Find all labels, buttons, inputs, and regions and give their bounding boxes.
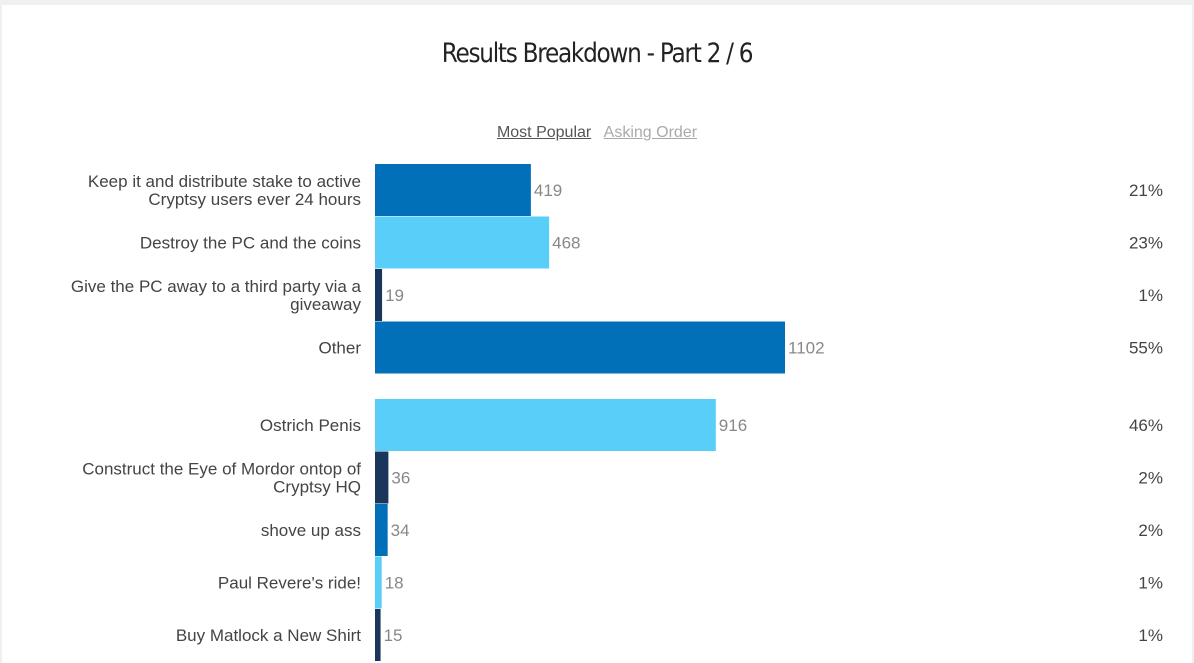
bar-label: Paul Revere's ride! bbox=[218, 574, 361, 593]
bar-percent-label: 55% bbox=[1129, 339, 1163, 358]
bar[interactable] bbox=[375, 321, 785, 374]
bar[interactable] bbox=[375, 556, 382, 609]
sort-links: Most Popular Asking Order bbox=[0, 124, 1194, 142]
bar-label: Buy Matlock a New Shirt bbox=[176, 626, 361, 645]
bar[interactable] bbox=[375, 451, 389, 504]
bar-label: Cryptsy users ever 24 hours bbox=[148, 190, 361, 209]
bar-value-label: 34 bbox=[391, 521, 410, 540]
bar-value-label: 468 bbox=[552, 234, 580, 253]
bar-label: Give the PC away to a third party via a bbox=[71, 277, 362, 296]
bar-label: Construct the Eye of Mordor ontop of bbox=[82, 460, 361, 479]
bar-value-label: 1102 bbox=[788, 339, 825, 358]
bar-percent-label: 1% bbox=[1138, 286, 1163, 305]
bar-percent-label: 1% bbox=[1138, 626, 1163, 645]
bar-value-label: 15 bbox=[384, 626, 403, 645]
bar-value-label: 19 bbox=[385, 286, 404, 305]
bar-label: Destroy the PC and the coins bbox=[140, 234, 361, 253]
bar-value-label: 18 bbox=[385, 574, 404, 593]
bar-percent-label: 21% bbox=[1129, 181, 1163, 200]
bar[interactable] bbox=[375, 399, 716, 451]
bar-label: Cryptsy HQ bbox=[273, 478, 361, 497]
bar[interactable] bbox=[375, 504, 388, 556]
bar-percent-label: 23% bbox=[1129, 234, 1163, 253]
bar-label: Ostrich Penis bbox=[260, 416, 361, 435]
bar-percent-label: 46% bbox=[1129, 416, 1163, 435]
bar-label: shove up ass bbox=[261, 521, 361, 540]
bar-percent-label: 2% bbox=[1138, 521, 1163, 540]
bar[interactable] bbox=[375, 216, 550, 269]
bar[interactable] bbox=[375, 269, 383, 321]
sort-most-popular-link[interactable]: Most Popular bbox=[496, 124, 592, 141]
bar-value-label: 916 bbox=[719, 416, 747, 435]
bar-value-label: 36 bbox=[391, 469, 410, 488]
bar-percent-label: 2% bbox=[1138, 469, 1163, 488]
bar[interactable] bbox=[375, 164, 531, 216]
bar[interactable] bbox=[375, 609, 381, 661]
bar-label: Keep it and distribute stake to active bbox=[88, 172, 361, 191]
bar-value-label: 419 bbox=[534, 181, 562, 200]
page-title: Results Breakdown - Part 2 / 6 bbox=[441, 38, 754, 69]
bar-label: giveaway bbox=[290, 295, 361, 314]
bar-label: Other bbox=[318, 339, 361, 358]
sort-asking-order-link[interactable]: Asking Order bbox=[603, 124, 698, 141]
bar-percent-label: 1% bbox=[1138, 574, 1163, 593]
